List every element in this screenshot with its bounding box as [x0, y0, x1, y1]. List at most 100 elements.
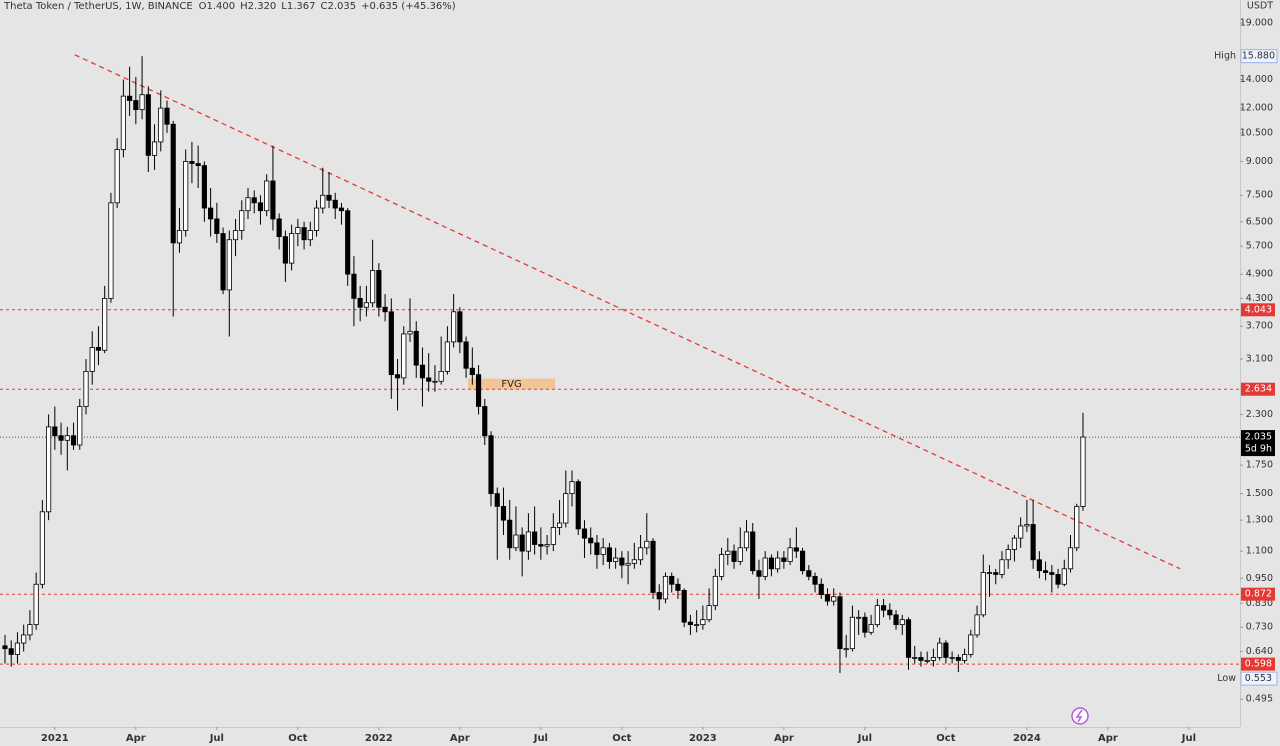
- candle-body: [257, 202, 264, 212]
- y-tick-label: 4.900: [1246, 269, 1273, 280]
- candle-body: [968, 634, 974, 655]
- candle-body: [52, 426, 58, 437]
- candle-body: [1036, 559, 1042, 572]
- x-tick-label: Apr: [1098, 733, 1118, 744]
- candle-body: [108, 202, 114, 299]
- last-price-tag: [1241, 430, 1275, 457]
- candle-body: [905, 619, 912, 658]
- candle-body: [482, 406, 488, 437]
- candle-body: [326, 194, 332, 201]
- candle-body: [201, 165, 207, 209]
- candle-body: [457, 311, 463, 343]
- candle-body: [264, 180, 270, 212]
- x-tick-label: Oct: [936, 733, 955, 744]
- candle-body: [725, 550, 731, 555]
- candle-body: [170, 123, 176, 244]
- candle-body: [762, 557, 768, 577]
- candle-body: [357, 297, 363, 308]
- candle-body: [77, 406, 83, 446]
- candle-body: [743, 531, 750, 549]
- y-tick-label: 0.950: [1246, 573, 1273, 584]
- last-price-label: 2.035: [1245, 432, 1272, 443]
- candle-body: [332, 199, 338, 209]
- candle-body: [662, 575, 669, 600]
- ohlc-value: H2.320: [240, 1, 276, 12]
- level-tag: [1241, 382, 1275, 396]
- high-name: High: [1214, 51, 1236, 62]
- candle-body: [912, 657, 918, 659]
- x-tick-label: Oct: [612, 733, 631, 744]
- candle-body: [70, 435, 77, 446]
- x-tick-label: Jul: [533, 733, 548, 744]
- ohlc-value: L1.367: [281, 1, 315, 12]
- candle-body: [102, 297, 108, 351]
- low-name: Low: [1217, 673, 1236, 684]
- candle-body: [145, 94, 151, 156]
- candle-body: [307, 230, 313, 241]
- candle-body: [887, 609, 893, 616]
- candle-body: [837, 596, 843, 650]
- candle-body: [320, 194, 326, 209]
- logo-icon: [1071, 707, 1089, 725]
- candle-body: [856, 616, 862, 619]
- candle-body: [114, 149, 120, 204]
- level-tag: [1241, 303, 1275, 317]
- ohlc-value: C2.035: [321, 1, 357, 12]
- candle-body: [750, 531, 756, 572]
- candle-body: [525, 531, 531, 552]
- candle-body: [127, 95, 133, 101]
- y-tick-label: 10.500: [1240, 127, 1273, 138]
- y-tick-label: 1.750: [1246, 460, 1273, 471]
- candle-body: [675, 583, 681, 591]
- candle-body: [1055, 574, 1061, 585]
- candle-body: [444, 341, 450, 372]
- candle-body: [507, 519, 513, 549]
- x-tick-label: Apr: [774, 733, 794, 744]
- candle-body: [432, 380, 438, 383]
- candle-body: [644, 540, 650, 549]
- candle-body: [980, 572, 986, 616]
- y-tick-label: 2.300: [1246, 409, 1273, 420]
- candle-body: [768, 557, 774, 570]
- candle-body: [843, 648, 849, 651]
- candle-body: [806, 570, 812, 577]
- level-tag: [1241, 657, 1275, 671]
- candle-body: [581, 528, 588, 539]
- candle-body: [594, 542, 600, 555]
- candle-body: [694, 624, 700, 627]
- candle-body: [731, 550, 737, 562]
- x-tick-label: Jul: [857, 733, 872, 744]
- candle-body: [606, 547, 612, 562]
- y-tick-label: 0.495: [1246, 694, 1273, 705]
- candle-body: [214, 218, 220, 234]
- candle-body: [962, 654, 968, 661]
- candle-body: [64, 435, 70, 441]
- candle-body: [89, 347, 95, 372]
- candle-body: [494, 493, 500, 507]
- candle-body: [737, 547, 743, 562]
- y-tick-label: 14.000: [1240, 74, 1273, 85]
- y-tick-label: 0.830: [1246, 598, 1273, 609]
- y-tick-label: 1.300: [1246, 515, 1273, 526]
- candle-body: [469, 367, 475, 376]
- candle-body: [556, 522, 563, 528]
- candle-body: [519, 534, 525, 552]
- candle-body: [999, 559, 1005, 575]
- candle-body: [46, 426, 52, 513]
- candle-body: [426, 377, 432, 382]
- y-tick-label: 6.500: [1246, 216, 1273, 227]
- high-tag: [1240, 49, 1278, 64]
- y-tick-label: 1.100: [1246, 546, 1273, 557]
- candle-body: [1080, 436, 1086, 507]
- candle-body: [313, 207, 320, 231]
- y-tick-label: 0.730: [1246, 622, 1273, 633]
- candle-body: [338, 207, 345, 212]
- candle-body: [220, 233, 226, 291]
- candle-body: [880, 605, 887, 611]
- level-label: 0.872: [1245, 589, 1272, 600]
- candle-body: [27, 624, 33, 636]
- candle-body: [401, 333, 407, 379]
- candle-body: [139, 94, 145, 111]
- fvg-zone: [467, 378, 556, 390]
